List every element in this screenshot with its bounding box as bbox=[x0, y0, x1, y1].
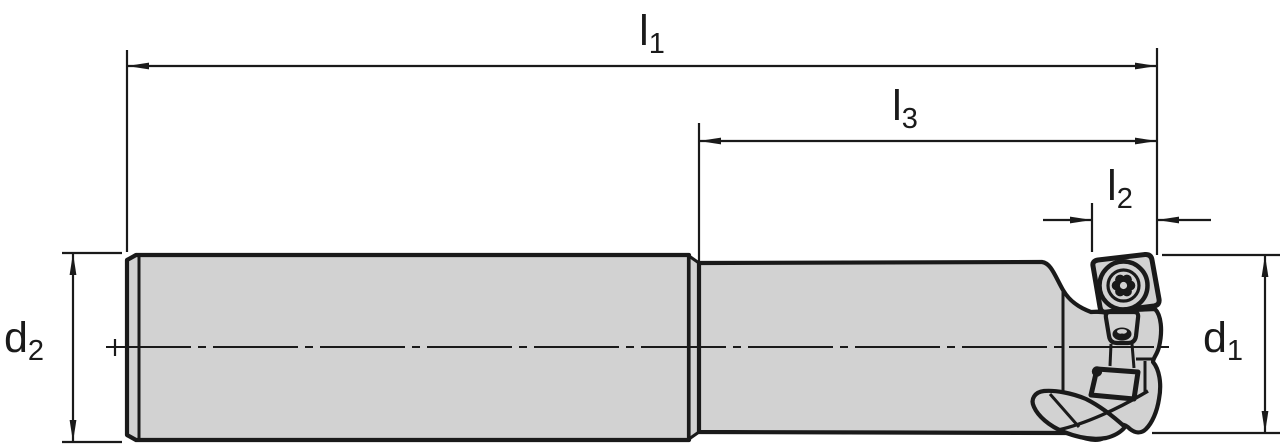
l2-arrow-right bbox=[1157, 216, 1179, 224]
d2-arrow-bottom bbox=[69, 420, 77, 442]
l3-arrow-left bbox=[699, 137, 721, 145]
l2-label: l2 bbox=[1107, 162, 1133, 215]
d2-arrow-top bbox=[69, 253, 77, 275]
d1-label: d1 bbox=[1203, 314, 1243, 367]
l1-arrow-right bbox=[1135, 62, 1157, 70]
l1-label: l1 bbox=[639, 7, 665, 60]
dimension-l3: l3 bbox=[697, 82, 1157, 261]
dimension-l2: l2 bbox=[1043, 162, 1211, 252]
top-insert bbox=[1090, 251, 1162, 315]
d2-label: d2 bbox=[4, 314, 44, 367]
torx-screw-icon bbox=[1097, 259, 1150, 312]
dimension-l1: l1 bbox=[125, 7, 1159, 255]
d1-arrow-bottom bbox=[1261, 411, 1269, 433]
l2-arrow-left bbox=[1070, 216, 1092, 224]
flute-pocket bbox=[1030, 388, 1128, 441]
l3-arrow-right bbox=[1135, 137, 1157, 145]
flute-chord-line bbox=[1048, 393, 1081, 428]
front-insert-body bbox=[1088, 366, 1141, 402]
insert-clamp bbox=[1103, 309, 1141, 346]
cutter-head-details bbox=[1030, 291, 1153, 441]
l3-label: l3 bbox=[892, 82, 918, 135]
d1-arrow-top bbox=[1261, 255, 1269, 277]
l1-arrow-left bbox=[127, 62, 149, 70]
cutting-edge-arc bbox=[1057, 389, 1149, 432]
front-insert bbox=[1088, 366, 1141, 402]
dimension-d2: d2 bbox=[4, 251, 122, 444]
dimension-d1: d1 bbox=[1152, 253, 1280, 435]
front-insert-screw-dot bbox=[1091, 366, 1103, 377]
centerline bbox=[106, 339, 1172, 356]
